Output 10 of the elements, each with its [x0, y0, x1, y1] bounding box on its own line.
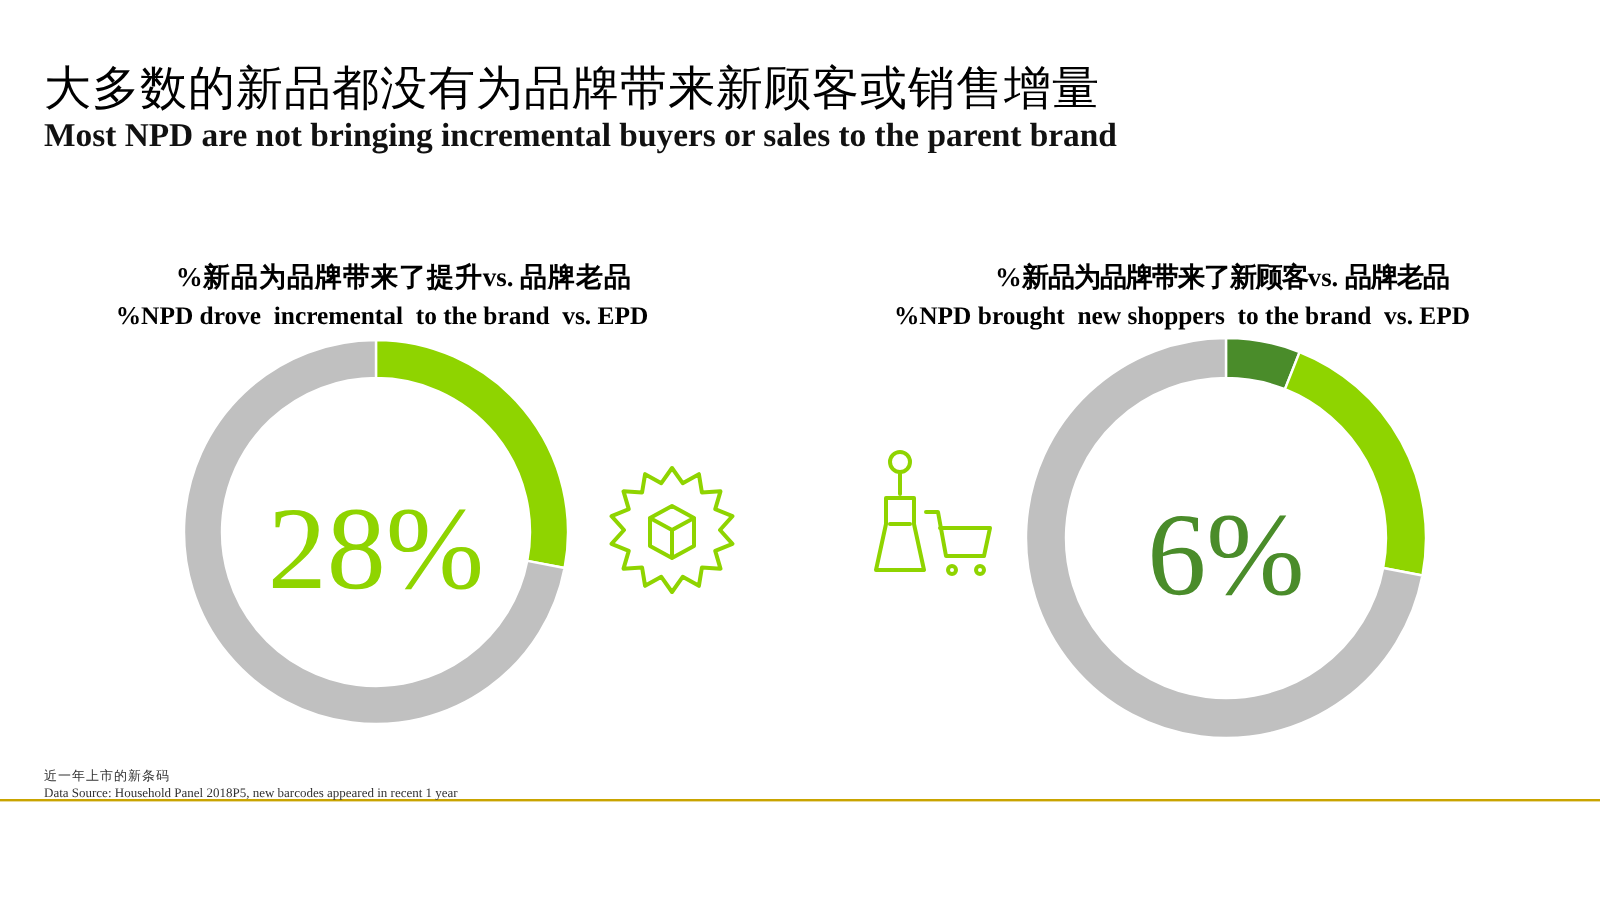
- text: 28%: [267, 482, 485, 614]
- text: 6%: [1147, 488, 1305, 620]
- chart-subtitle: %NPD brought new shoppers to the brand vs. EPD: [893, 302, 1471, 330]
- chart-title: %新品为品牌带来了提升vs. 品牌老品: [175, 260, 633, 292]
- text: Most NPD are not bringing incremental buyers or sales to the parent brand: [44, 116, 1119, 154]
- chart-title: %新品为品牌带来了新顾客vs. 品牌老品: [995, 262, 1449, 292]
- text: 大多数的新品都没有为品牌带来新顾客或销售增量: [44, 62, 1100, 116]
- donut-slice: [182, 338, 566, 726]
- donut-slice: [1024, 336, 1424, 740]
- chart-subtitle: %NPD drove incremental to the brand vs. EPD: [115, 302, 649, 330]
